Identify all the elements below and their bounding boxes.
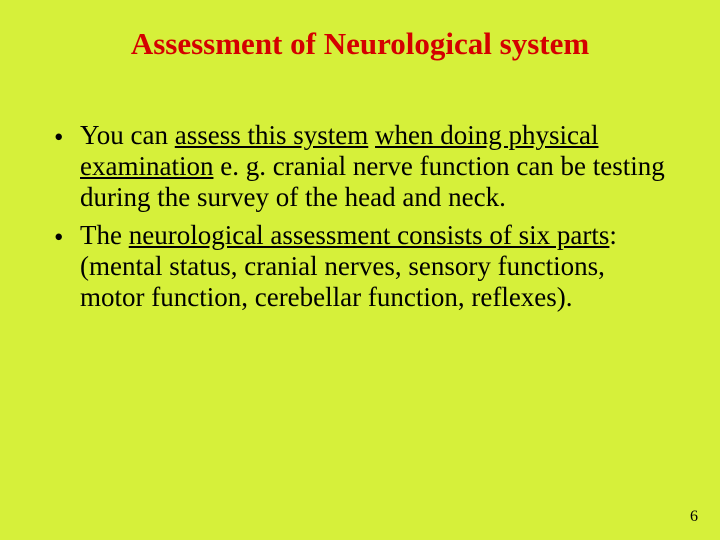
bullet-item: • You can assess this system when doing … [54,120,666,214]
text-run: You can [80,120,175,150]
text-run: The [80,220,129,250]
slide-body: • You can assess this system when doing … [0,62,720,314]
bullet-text: The neurological assessment consists of … [80,220,666,314]
slide: Assessment of Neurological system • You … [0,0,720,540]
text-run-underlined: neurological assessment consists of six … [129,220,610,250]
page-number: 6 [690,508,698,526]
bullet-dot-icon: • [54,120,80,214]
text-run-underlined: assess this system [175,120,369,150]
bullet-item: • The neurological assessment consists o… [54,220,666,314]
bullet-text: You can assess this system when doing ph… [80,120,666,214]
bullet-dot-icon: • [54,220,80,314]
slide-title: Assessment of Neurological system [0,0,720,62]
